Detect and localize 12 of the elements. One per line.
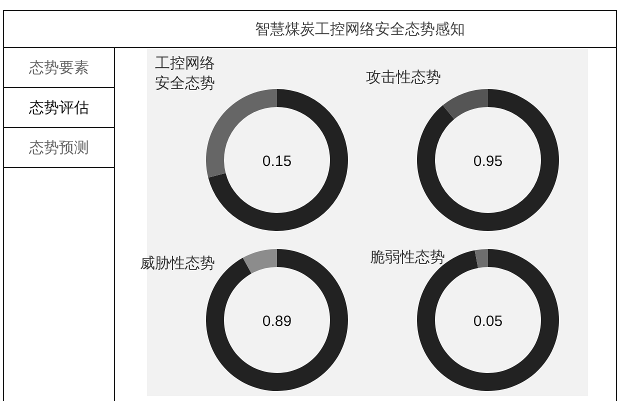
text: 态势评估 bbox=[28, 100, 89, 116]
chart-title: 攻击性态势 bbox=[366, 69, 441, 86]
text: 态势预测 bbox=[28, 140, 89, 156]
text: 智慧煤炭工控网络安全态势感知 bbox=[255, 21, 465, 38]
chart-title: 工控网络安全态势 bbox=[155, 55, 215, 92]
text: 0.89 bbox=[262, 313, 292, 330]
chart-title: 威胁性态势 bbox=[140, 255, 215, 272]
text: 0.15 bbox=[262, 153, 292, 170]
chart-title: 脆弱性态势 bbox=[370, 249, 445, 266]
text: 0.05 bbox=[473, 313, 503, 330]
text: 0.95 bbox=[473, 153, 503, 170]
text: 态势要素 bbox=[28, 60, 89, 76]
